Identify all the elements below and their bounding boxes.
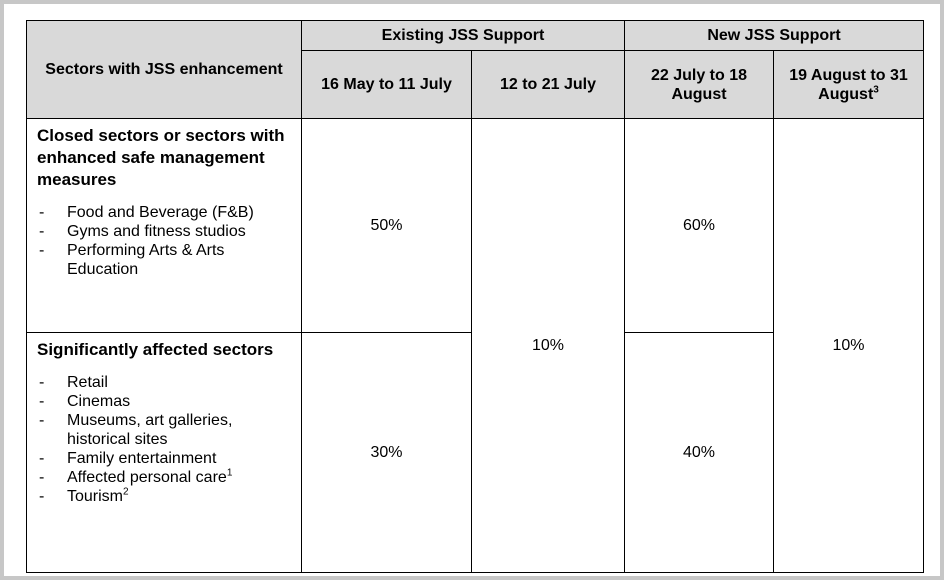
header-period-4: 19 August to 31 August3: [772, 50, 925, 119]
value-cell-shared: 10%: [471, 118, 625, 573]
sector-heading: Closed sectors or sectors with enhanced …: [37, 126, 285, 189]
footnote-marker: 1: [226, 467, 233, 479]
value-cell: 30%: [301, 332, 472, 573]
list-item: Retail: [37, 373, 293, 392]
sector-cell-closed: Closed sectors or sectors with enhanced …: [26, 118, 302, 333]
header-period-3: 22 July to 18 August: [624, 50, 774, 119]
footnote-marker: 2: [123, 486, 129, 498]
list-item: Food and Beverage (F&B): [37, 203, 293, 222]
value-cell: 50%: [301, 118, 472, 333]
header-new-jss: New JSS Support: [623, 19, 925, 52]
value-cell: 40%: [624, 332, 774, 573]
list-item: Family entertainment: [37, 449, 293, 468]
footnote-marker: 3: [873, 84, 879, 96]
document-page: Sectors with JSS enhancement Existing JS…: [4, 4, 940, 576]
jss-support-table: Sectors with JSS enhancement Existing JS…: [26, 19, 925, 573]
list-item: Tourism2: [37, 487, 293, 506]
list-item: Gyms and fitness studios: [37, 222, 293, 241]
value-cell-shared: 10%: [772, 118, 925, 573]
list-item: Performing Arts & Arts Education: [37, 241, 293, 279]
list-item: Cinemas: [37, 392, 293, 411]
sector-heading: Significantly affected sectors: [37, 340, 274, 359]
header-period-2: 12 to 21 July: [471, 50, 625, 119]
list-item: Museums, art galleries, historical sites: [37, 411, 293, 449]
value-cell: 60%: [624, 118, 774, 333]
header-period-1: 16 May to 11 July: [301, 50, 472, 119]
header-existing-jss: Existing JSS Support: [301, 19, 625, 52]
header-sectors: Sectors with JSS enhancement: [26, 20, 302, 119]
sector-cell-affected: Significantly affected sectors Retail Ci…: [26, 332, 302, 573]
list-item: Affected personal care1: [37, 468, 293, 487]
